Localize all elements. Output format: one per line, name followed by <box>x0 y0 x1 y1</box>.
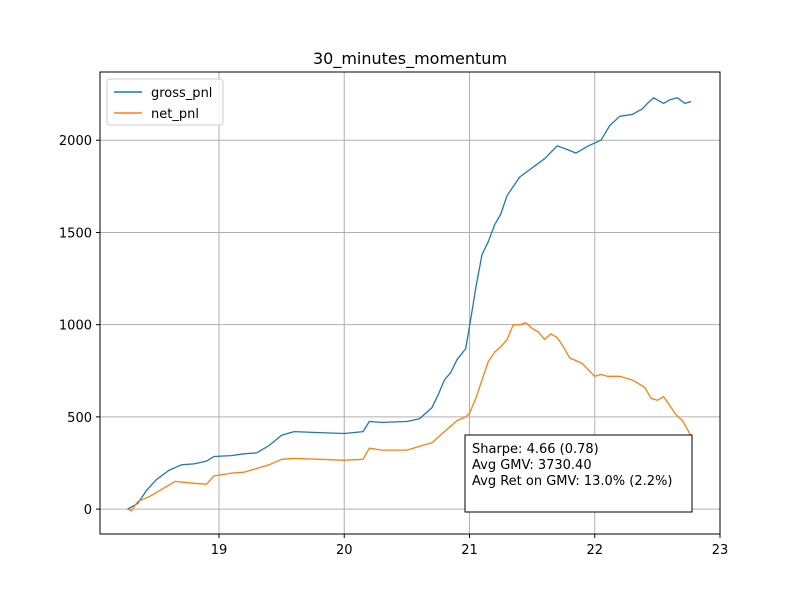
plot-frame <box>99 71 721 535</box>
legend-label-gross-pnl: gross_pnl <box>151 86 212 101</box>
y-tick-label: 1500 <box>59 226 92 241</box>
x-tick-label: 19 <box>211 543 228 558</box>
x-tick-label: 23 <box>712 543 729 558</box>
legend-label-net-pnl: net_pnl <box>151 107 199 122</box>
stats-sharpe: Sharpe: 4.66 (0.78) <box>472 442 599 457</box>
series-layer <box>127 97 692 512</box>
y-tick-label: 2000 <box>59 134 92 149</box>
stats-avg-ret: Avg Ret on GMV: 13.0% (2.2%) <box>472 474 672 489</box>
y-tick-label: 0 <box>84 503 92 518</box>
x-tick-label: 20 <box>336 543 353 558</box>
y-tick-label: 500 <box>67 411 92 426</box>
stats-box-frame <box>464 434 693 513</box>
series-line-net-pnl <box>127 322 692 512</box>
stats-avg-gmv: Avg GMV: 3730.40 <box>472 458 592 473</box>
x-tick-label: 22 <box>586 543 603 558</box>
y-tick-label: 1000 <box>59 319 92 334</box>
series-line-gross-pnl <box>127 97 692 510</box>
ticks: 19 20 21 22 23 0 500 1000 1500 2000 <box>59 134 728 558</box>
legend: gross_pnl net_pnl <box>106 78 224 126</box>
x-tick-label: 21 <box>461 543 478 558</box>
grid <box>100 72 721 534</box>
stats-box: Sharpe: 4.66 (0.78) Avg GMV: 3730.40 Avg… <box>464 434 693 513</box>
chart-title: 30_minutes_momentum <box>313 49 507 69</box>
